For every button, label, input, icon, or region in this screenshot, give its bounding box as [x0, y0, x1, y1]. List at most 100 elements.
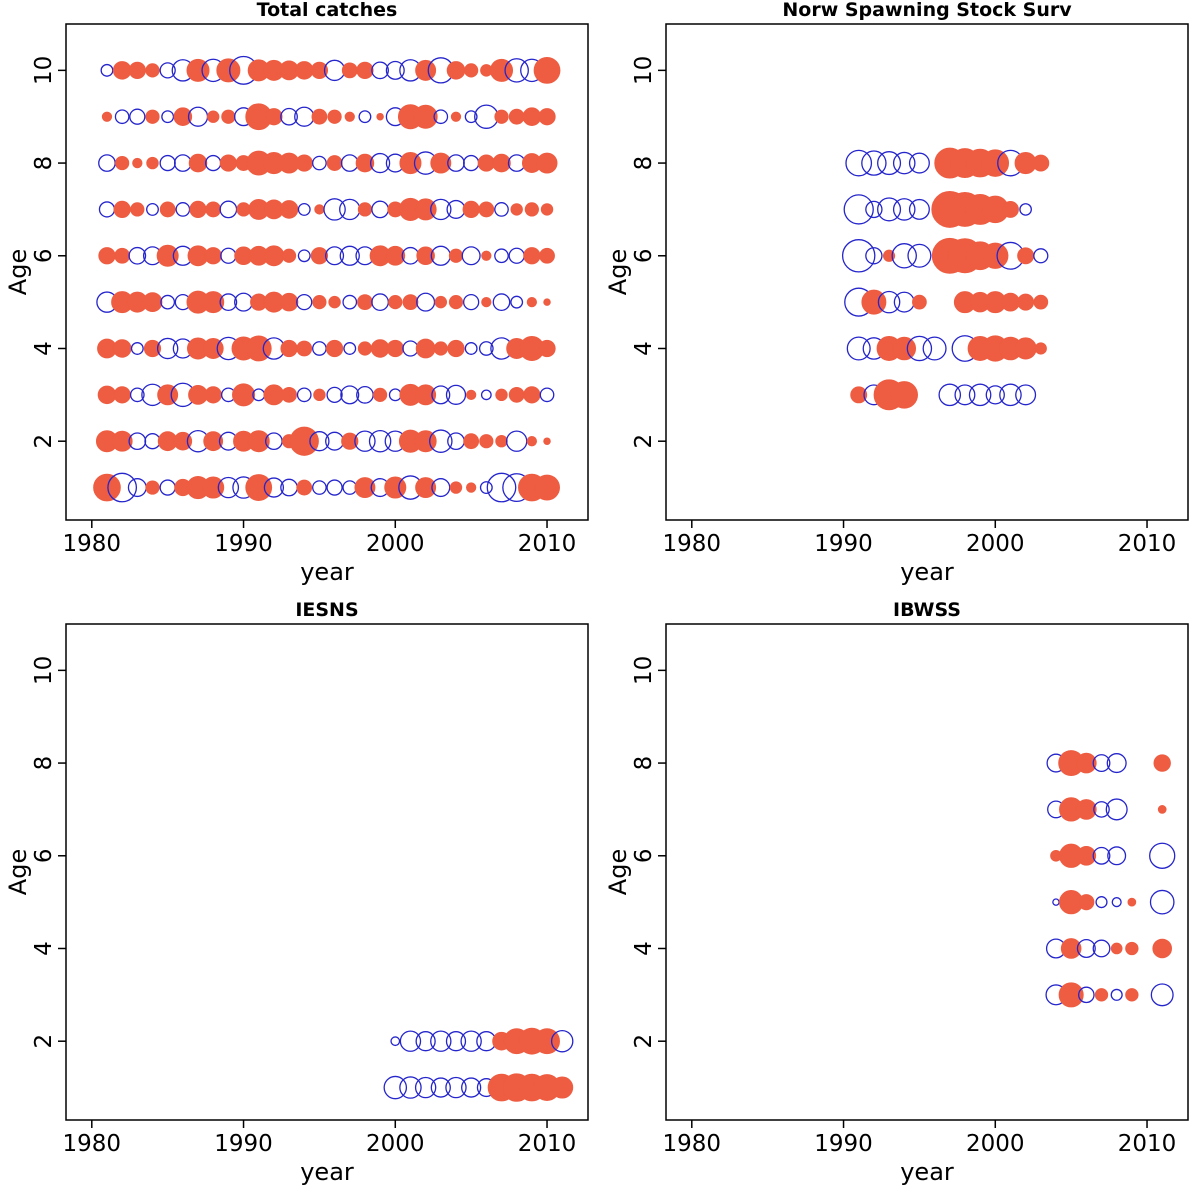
- bubble-negative: [325, 246, 345, 266]
- bubble-negative: [371, 293, 389, 311]
- bubble-negative: [494, 248, 509, 264]
- bubble-positive: [1076, 752, 1097, 774]
- bubble-negative: [160, 294, 176, 310]
- bubble-negative: [146, 202, 159, 216]
- bubble-positive: [416, 246, 435, 266]
- bubble-negative: [1150, 983, 1174, 1007]
- bubble-negative: [861, 150, 887, 176]
- bubble-positive: [1014, 337, 1037, 360]
- bubble-negative: [161, 110, 175, 124]
- bubble-negative: [1076, 938, 1096, 958]
- bubble-positive: [327, 109, 342, 124]
- bubble-positive: [522, 107, 542, 126]
- x-tick-label: 1990: [814, 1131, 873, 1157]
- bubble-negative: [907, 243, 932, 268]
- bubble-negative: [280, 107, 298, 126]
- bubble-positive: [295, 154, 313, 172]
- bubble-negative: [431, 478, 451, 498]
- bubble-negative: [399, 1076, 422, 1099]
- bubble-positive: [1076, 799, 1097, 820]
- bubble-negative: [354, 430, 376, 452]
- plot-box: [665, 23, 1189, 521]
- bubble-negative: [219, 293, 238, 311]
- bubble-negative: [486, 472, 517, 503]
- panel-ibwss: IBWSS 1980 1990 2000 2010 2 4 6 8 10 year Age: [600, 599, 1200, 1200]
- bubble-positive: [385, 245, 406, 266]
- bubble-positive: [495, 388, 508, 402]
- bubble-negative: [371, 200, 389, 219]
- bubble-negative: [1092, 939, 1111, 958]
- bubble-positive: [157, 384, 179, 406]
- bubble-negative: [429, 429, 453, 453]
- bubble-positive: [450, 111, 462, 122]
- bubble-positive: [1060, 938, 1082, 959]
- y-axis-label: Age: [4, 849, 32, 895]
- y-axis-label: Age: [604, 249, 632, 295]
- bubble-positive: [145, 109, 160, 124]
- bubble-negative: [954, 384, 976, 406]
- y-tick-label: 8: [31, 156, 57, 171]
- bubble-negative: [1019, 203, 1032, 216]
- bubble-negative: [358, 110, 372, 124]
- bubble-positive: [370, 339, 390, 358]
- bubble-positive: [93, 473, 121, 502]
- bubble-negative: [173, 154, 192, 172]
- bubble-negative: [217, 476, 240, 499]
- bubble-positive: [448, 248, 464, 263]
- bubble-positive: [495, 434, 508, 448]
- panel-total-catches: Total catches 1980 1990 2000 2010 2 4 6 8 10 year A…: [0, 0, 600, 600]
- bubble-positive: [97, 385, 117, 405]
- bubble-positive: [1152, 938, 1172, 959]
- bubble-positive: [540, 203, 554, 216]
- bubble-positive: [415, 338, 436, 359]
- bubble-positive: [1076, 845, 1097, 866]
- bubble-negative: [156, 337, 179, 360]
- bubble-positive: [312, 295, 327, 310]
- bubble-positive: [114, 247, 131, 264]
- bubble-positive: [281, 248, 297, 263]
- bubble-negative: [430, 198, 452, 221]
- bubble-positive: [113, 200, 131, 219]
- bubble-positive: [526, 296, 537, 308]
- bubble-negative: [340, 154, 359, 172]
- bubble-negative: [893, 291, 915, 313]
- bubble-negative: [877, 197, 902, 222]
- bubble-negative: [415, 1031, 436, 1052]
- bubble-positive: [263, 245, 285, 267]
- bubble-positive: [449, 481, 463, 494]
- bubble-positive: [508, 386, 525, 403]
- bubble-negative: [263, 477, 285, 498]
- bubble-positive: [981, 149, 1010, 177]
- bubble-positive: [386, 339, 404, 358]
- x-tick-label: 2000: [966, 531, 1025, 557]
- bubble-negative: [234, 292, 254, 312]
- bubble-positive: [524, 202, 539, 217]
- bubble-negative: [447, 432, 465, 451]
- bubble-negative: [312, 155, 327, 171]
- bubble-negative: [892, 151, 916, 175]
- bubble-positive: [1153, 754, 1171, 772]
- bubble-positive: [1017, 247, 1035, 265]
- bubble-positive: [415, 477, 437, 499]
- bubble-positive: [203, 431, 224, 452]
- bubble-negative: [342, 294, 358, 310]
- bubble-positive: [357, 341, 373, 356]
- bubble-positive: [1127, 897, 1137, 907]
- bubble-positive: [890, 381, 918, 409]
- bubble-positive: [156, 244, 179, 267]
- bubble-negative: [175, 202, 191, 217]
- panel-title: IBWSS: [893, 600, 961, 621]
- y-tick-label: 4: [631, 341, 657, 356]
- bubble-positive: [536, 152, 558, 174]
- bubble-positive: [189, 200, 207, 219]
- bubble-negative: [343, 342, 357, 355]
- bubble-positive: [310, 61, 329, 79]
- bubble-negative: [312, 341, 327, 356]
- bubble-positive: [314, 204, 325, 215]
- bubble-positive: [245, 474, 273, 501]
- bubble-negative: [205, 154, 222, 172]
- bubble-negative: [446, 199, 466, 219]
- bubble-positive: [354, 477, 376, 499]
- bubble-positive: [415, 59, 437, 81]
- bubble-negative: [339, 198, 361, 221]
